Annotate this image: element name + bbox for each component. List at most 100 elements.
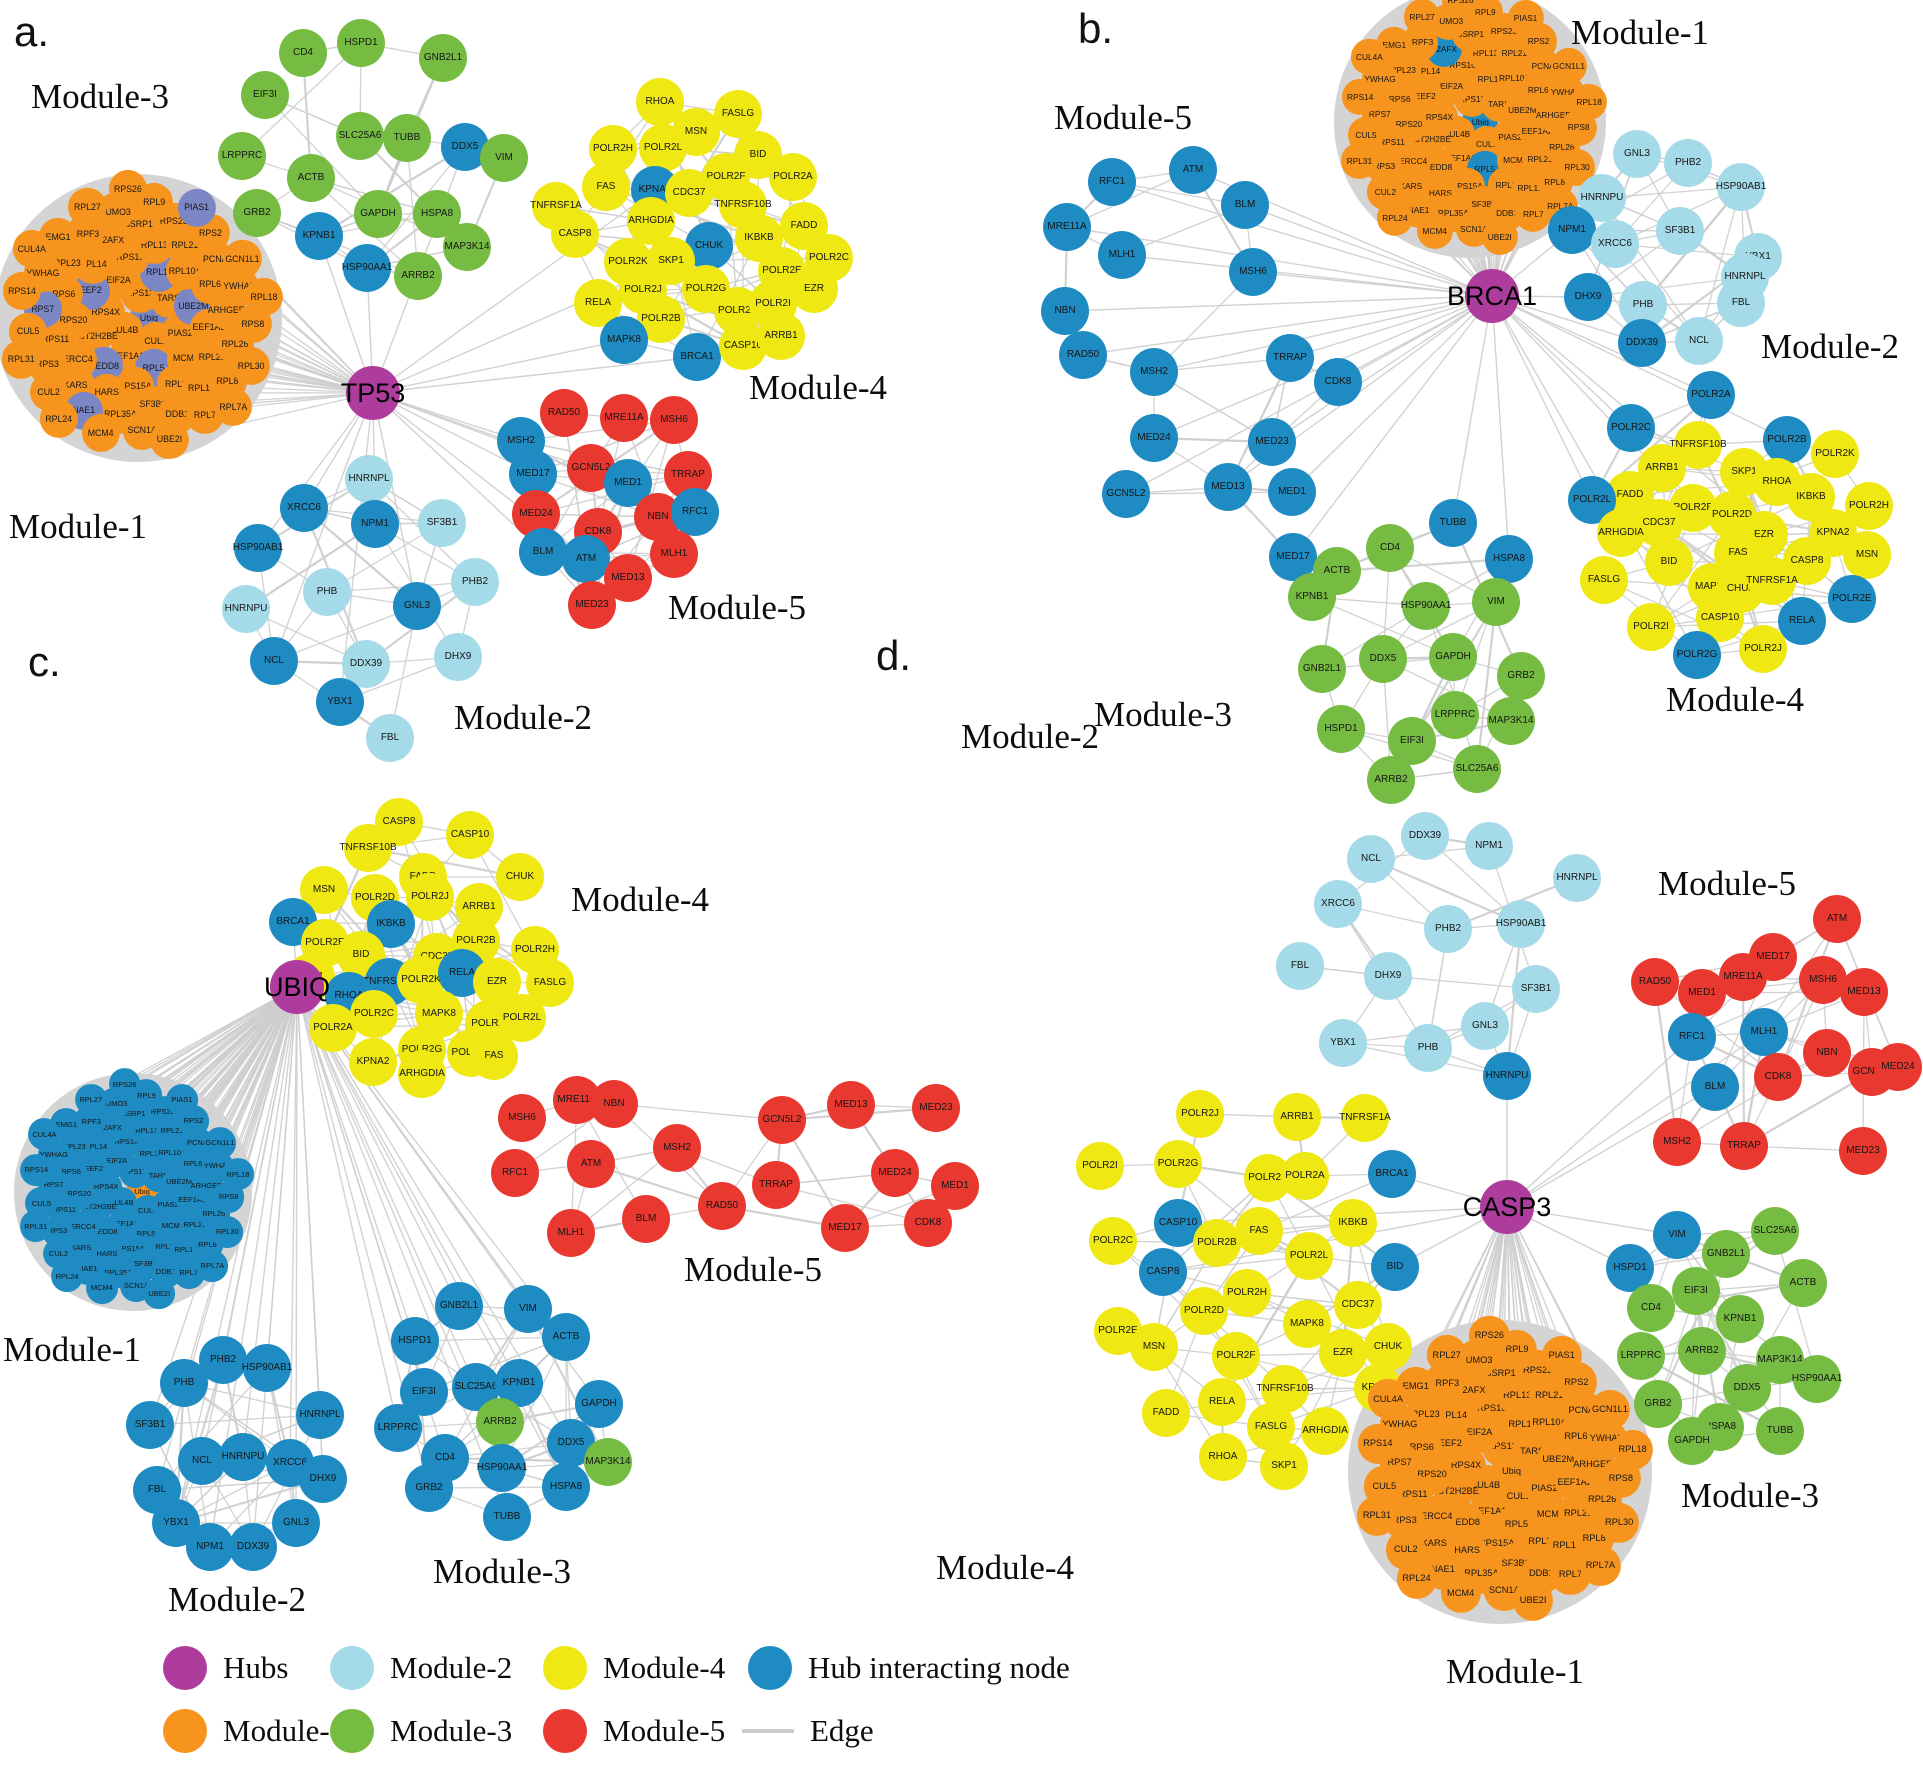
gene-label: PRPF3	[70, 228, 100, 239]
gene-label: RHOA	[1208, 1451, 1238, 1462]
hub-node: TP53	[341, 366, 405, 420]
gene-label: RPS15A	[1478, 1538, 1515, 1549]
gene-node: HSP90AB1	[242, 1344, 292, 1392]
gene-label: POLR2L	[1289, 1250, 1329, 1261]
gene-node: KPNB1	[295, 212, 343, 260]
gene-node: POLR2L	[639, 124, 687, 172]
gene-label: MSH6	[660, 414, 688, 425]
gene-label: EEF1A2	[1557, 1476, 1592, 1487]
gene-label: CDC37	[1642, 517, 1676, 528]
gene-label: RPS2	[1564, 1376, 1589, 1387]
gene-label: RPS7	[1387, 1457, 1412, 1468]
gene-label: HNRNPL	[299, 1409, 341, 1420]
gene-node: KPNA2	[349, 1038, 397, 1086]
gene-label: FADD	[1616, 489, 1644, 500]
gene-label: BLM	[1704, 1081, 1726, 1092]
gene-label: RPL8	[1544, 176, 1565, 187]
gene-label: EEF2	[1414, 90, 1436, 101]
gene-node: POLR2A	[1281, 1152, 1329, 1200]
gene-label: RHOA	[645, 96, 675, 107]
gene-label: SCN1A	[123, 1281, 149, 1291]
gene-label: POLR2D	[717, 305, 758, 316]
gene-label: RPL8	[198, 1240, 217, 1250]
gene-label: LRPPRC	[1620, 1350, 1662, 1361]
gene-node: GCN5L2	[758, 1096, 806, 1144]
gene-label: RHOA	[1762, 476, 1792, 487]
gene-node: RPL27	[1426, 1335, 1467, 1376]
gene-label: MSH6	[1809, 974, 1837, 985]
gene-node: FAS	[582, 163, 630, 211]
gene-node: MED23	[1839, 1127, 1887, 1175]
gene-label: MED17	[828, 1222, 862, 1233]
gene-label: MCM4	[87, 427, 114, 438]
gene-label: MCM4	[1422, 225, 1447, 236]
gene-label: CUL2	[37, 386, 60, 397]
gene-label: MAP3K14	[1757, 1354, 1803, 1365]
gene-label: CUL1	[144, 335, 167, 346]
module-label: Module-1	[2, 1330, 142, 1369]
gene-node: MED1	[1268, 468, 1316, 516]
gene-node: POLR2C	[1089, 1217, 1137, 1265]
gene-node: NPM1	[186, 1523, 234, 1571]
gene-node: POLR2F	[1212, 1332, 1260, 1380]
module-label: Module-3	[1680, 1476, 1820, 1515]
gene-label: LRPPRC	[1434, 709, 1476, 720]
gene-node: NPM1	[351, 500, 399, 548]
legend-label: Hub interacting node	[808, 1650, 1070, 1685]
gene-label: ARHGDIA	[399, 1068, 445, 1079]
gene-label: CASP8	[382, 816, 416, 827]
gene-label: ARRB2	[483, 1416, 517, 1427]
gene-label: RPL31	[1346, 155, 1373, 166]
module-label: Module-2	[960, 717, 1100, 756]
gene-label: CD4	[1379, 542, 1400, 553]
gene-label: POLR2H	[1226, 1287, 1267, 1298]
gene-label: CUL2	[1374, 186, 1396, 197]
gene-node: RPL7A	[214, 387, 253, 427]
gene-node: POLR2C	[350, 990, 398, 1038]
gene-label: ARHGDIA	[628, 215, 674, 226]
gene-label: NBN	[1054, 305, 1076, 316]
gene-label: YBX1	[1330, 1037, 1356, 1048]
gene-label: HNRNPL	[1556, 872, 1598, 883]
gene-label: TNFRSF10B	[1256, 1383, 1314, 1394]
gene-label: ACTB	[297, 172, 325, 183]
gene-node: MSN	[1130, 1323, 1178, 1371]
gene-label: ERCC4	[1399, 156, 1428, 167]
legend-swatch-interactor	[748, 1646, 792, 1690]
gene-label: DDX5	[557, 1437, 585, 1448]
gene-node: PIAS1	[1541, 1335, 1582, 1376]
gene-label: SF3B3	[1471, 198, 1497, 209]
gene-node: RAD50	[540, 389, 588, 437]
gene-label: MRE11A	[604, 412, 644, 423]
gene-label: MCM5	[172, 352, 199, 363]
gene-label: CUL2	[1394, 1544, 1418, 1555]
gene-label: MLH1	[557, 1227, 585, 1238]
gene-label: HNRNPU	[221, 1451, 265, 1462]
gene-label: GCN1L1	[1552, 60, 1585, 71]
gene-label: HIST2H2BE	[75, 1202, 117, 1212]
gene-label: CUL4B	[109, 325, 139, 336]
gene-label: RPS13	[122, 1167, 147, 1176]
gene-label: FAS	[484, 1050, 504, 1061]
gene-label: MED1	[941, 1180, 969, 1191]
gene-label: RPL6	[1564, 1431, 1588, 1442]
gene-label: RPL3	[164, 378, 187, 389]
gene-node: RPL27	[1404, 0, 1441, 36]
gene-label: RPS26	[114, 183, 142, 194]
gene-node: BLM	[1691, 1063, 1739, 1111]
gene-node: MSH6	[1799, 956, 1847, 1004]
gene-node: CDK8	[904, 1199, 952, 1247]
gene-label: POLR2F	[1673, 502, 1713, 513]
gene-label: UBE2M	[1542, 1453, 1575, 1464]
gene-label: RPL26	[202, 1209, 226, 1219]
gene-label: HNRNPL	[1724, 271, 1766, 282]
gene-node: RPS14	[1342, 78, 1379, 115]
gene-label: Ubiq	[139, 312, 158, 323]
gene-label: RPS16	[1449, 59, 1476, 70]
gene-label: POLR2K	[1248, 1172, 1288, 1183]
gene-label: RPS6	[1409, 1441, 1434, 1452]
gene-label: RPS4X	[1450, 1460, 1482, 1471]
gene-label: ARHGEF4	[207, 305, 250, 316]
gene-label: MRE11A	[557, 1094, 597, 1105]
